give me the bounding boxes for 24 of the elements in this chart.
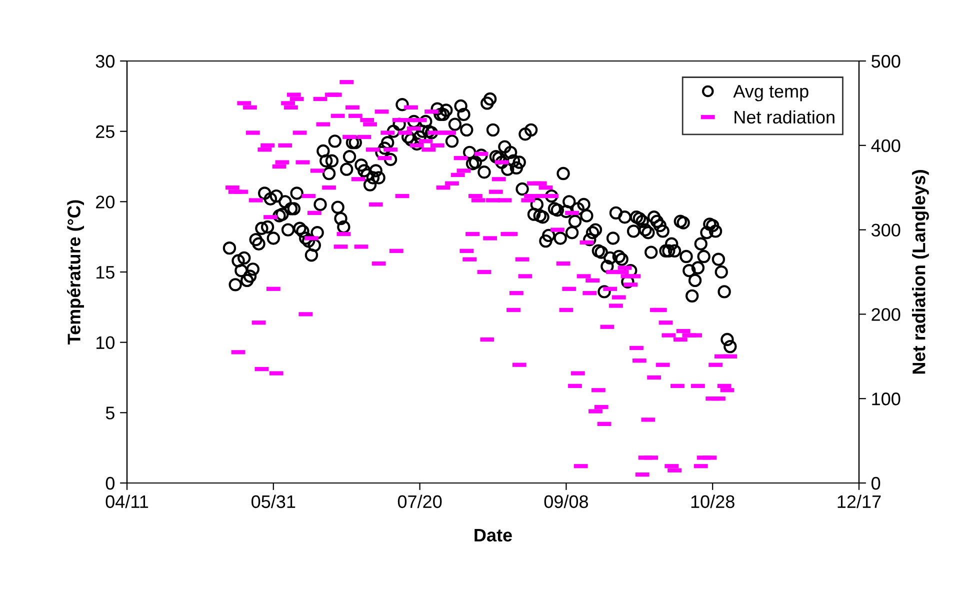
- y-tick-label: 0: [106, 476, 114, 490]
- x-tick-label: 05/31: [252, 494, 296, 508]
- x-tick-label: 10/28: [691, 494, 734, 508]
- legend-label: Avg temp: [733, 85, 808, 102]
- x-tick-label: 09/08: [544, 494, 588, 508]
- y-tick-label: 20: [96, 196, 114, 208]
- x-tick-label: 12/17: [838, 494, 881, 508]
- x-tick-label: 07/20: [398, 494, 442, 508]
- legend-label: Net radiation: [734, 110, 834, 124]
- y2-tick-label: 300: [871, 224, 900, 237]
- y2-tick-label: 100: [872, 392, 900, 406]
- y-tick-label: 25: [96, 125, 114, 138]
- y-tick-label: 15: [96, 266, 114, 279]
- y-tick-label: 30: [96, 54, 114, 68]
- y2-tick-label: 400: [871, 139, 900, 152]
- x-axis-title: Date: [474, 528, 512, 542]
- x-tick-label: 04/11: [106, 494, 148, 508]
- y2-tick-label: 0: [872, 476, 880, 490]
- y2-tick-label: 200: [872, 308, 900, 321]
- y-tick-label: 10: [96, 336, 114, 350]
- y-axis-title: Température (°C): [67, 200, 84, 344]
- y-tick-label: 5: [106, 406, 114, 420]
- y2-tick-label: 500: [872, 54, 900, 68]
- y2-axis-title: Net radiation (Langleys): [912, 170, 929, 374]
